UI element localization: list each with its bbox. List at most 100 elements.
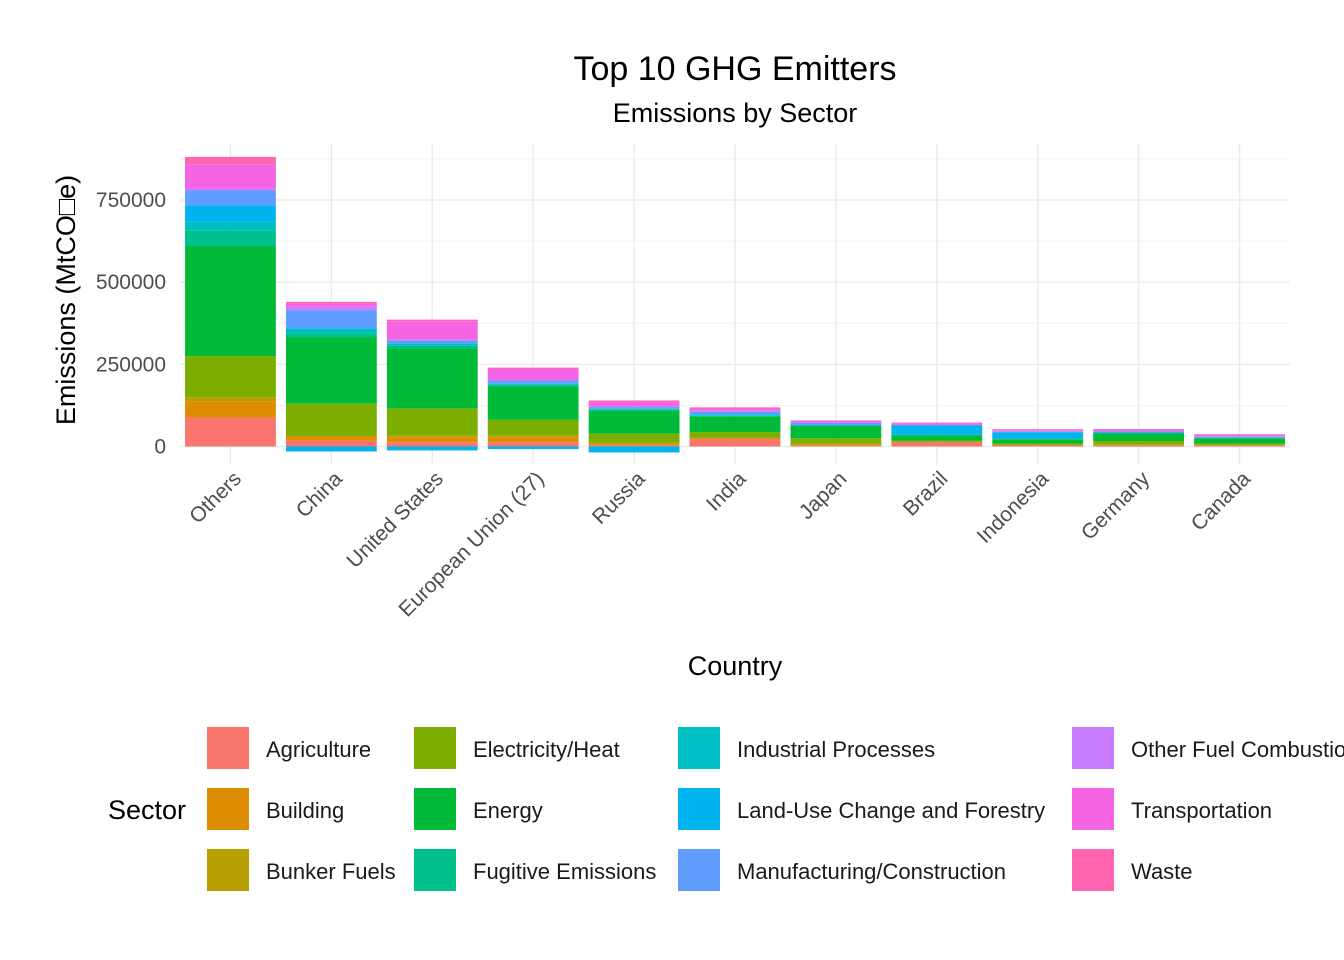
- bar-segment: [891, 440, 983, 442]
- bar-segment: [487, 367, 579, 369]
- bar-segment: [689, 432, 781, 438]
- bar-segment: [1194, 436, 1285, 438]
- bar-segment: [285, 435, 377, 441]
- legend-key: [1072, 849, 1114, 891]
- bar-segment: [386, 348, 478, 409]
- bar-segment: [588, 409, 680, 411]
- bar-segment: [588, 443, 680, 446]
- x-tick-label: China: [292, 467, 347, 522]
- legend-key: [1072, 727, 1114, 769]
- bars: [185, 156, 1285, 453]
- bar-segment: [689, 407, 781, 410]
- bar-segment: [1093, 444, 1185, 445]
- legend-label: Agriculture: [266, 737, 371, 762]
- bar-segment: [285, 306, 377, 311]
- bar-segment: [386, 408, 478, 436]
- bar-segment: [689, 438, 781, 447]
- bar-segment: [992, 432, 1084, 439]
- y-ticks: 0 250000 500000 750000: [96, 189, 166, 459]
- bar-segment: [185, 230, 276, 247]
- legend-title: Sector: [108, 795, 186, 825]
- legend-key: [207, 788, 249, 830]
- bar-segment: [1093, 431, 1185, 433]
- bar-segment: [588, 406, 680, 408]
- legend-label: Transportation: [1131, 798, 1272, 823]
- bar-segment: [185, 221, 276, 231]
- bar-segment: [285, 310, 377, 329]
- bar-segment: [1194, 438, 1285, 444]
- bar-segment: [285, 446, 377, 452]
- bar-segment: [285, 303, 377, 307]
- legend-key: [678, 849, 720, 891]
- legend-label: Manufacturing/Construction: [737, 859, 1006, 884]
- chart-subtitle: Emissions by Sector: [613, 98, 858, 128]
- bar-segment: [1093, 444, 1185, 446]
- bar-segment: [1093, 441, 1185, 445]
- bar-segment: [185, 401, 276, 418]
- bar-segment: [689, 411, 781, 415]
- legend-key: [414, 727, 456, 769]
- bar-segment: [1194, 436, 1285, 437]
- legend-label: Fugitive Emissions: [473, 859, 656, 884]
- bar-segment: [992, 439, 1084, 444]
- bar-segment: [689, 409, 781, 411]
- bar-segment: [891, 441, 983, 443]
- x-tick-label: United States: [342, 467, 447, 572]
- x-axis-title: Country: [688, 651, 783, 681]
- bar-segment: [790, 423, 882, 425]
- bar-segment: [891, 434, 983, 436]
- bar-segment: [588, 408, 680, 410]
- bar-segment: [386, 435, 478, 438]
- legend-key: [207, 727, 249, 769]
- bar-segment: [386, 446, 478, 451]
- bar-segment: [588, 410, 680, 434]
- bar-segment: [992, 445, 1084, 447]
- bar-segment: [790, 425, 882, 439]
- bar-segment: [992, 438, 1084, 440]
- bar-segment: [1093, 433, 1185, 442]
- bar-segment: [1093, 429, 1185, 430]
- bar-segment: [790, 420, 882, 421]
- bar-segment: [790, 425, 882, 427]
- legend-label: Bunker Fuels: [266, 859, 396, 884]
- bar-segment: [386, 442, 478, 447]
- bar-segment: [185, 417, 276, 447]
- bar-segment: [891, 423, 983, 425]
- bar-segment: [588, 433, 680, 443]
- bar-segment: [992, 438, 1084, 439]
- bar-segment: [689, 416, 781, 433]
- bar-segment: [285, 328, 377, 334]
- bar-segment: [790, 438, 882, 444]
- bar-segment: [588, 445, 680, 447]
- bar-segment: [790, 420, 882, 423]
- bar-segment: [891, 442, 983, 447]
- bar-segment: [1194, 434, 1285, 437]
- bar-segment: [588, 400, 680, 403]
- bar-segment: [1093, 432, 1185, 434]
- bar-segment: [386, 339, 478, 341]
- x-tick-label: Canada: [1187, 467, 1256, 536]
- bar-segment: [185, 246, 276, 357]
- bar-segment: [1194, 443, 1285, 445]
- bar-segment: [487, 368, 579, 380]
- bar-segment: [992, 430, 1084, 432]
- bar-segment: [185, 397, 276, 402]
- bar-segment: [588, 442, 680, 444]
- legend-label: Energy: [473, 798, 543, 823]
- bar-segment: [1194, 437, 1285, 439]
- x-tick-label: Japan: [795, 467, 852, 524]
- bar-segment: [185, 164, 276, 189]
- x-tick-label: Russia: [588, 467, 650, 529]
- legend-label: Land-Use Change and Forestry: [737, 798, 1045, 823]
- x-tick-label: Brazil: [899, 467, 952, 520]
- bar-segment: [487, 386, 579, 420]
- bar-segment: [588, 446, 680, 453]
- bar-segment: [689, 414, 781, 416]
- bar-segment: [891, 424, 983, 426]
- bar-segment: [790, 422, 882, 424]
- y-tick-label: 250000: [96, 353, 166, 376]
- bar-segment: [992, 443, 1084, 445]
- bar-segment: [386, 437, 478, 443]
